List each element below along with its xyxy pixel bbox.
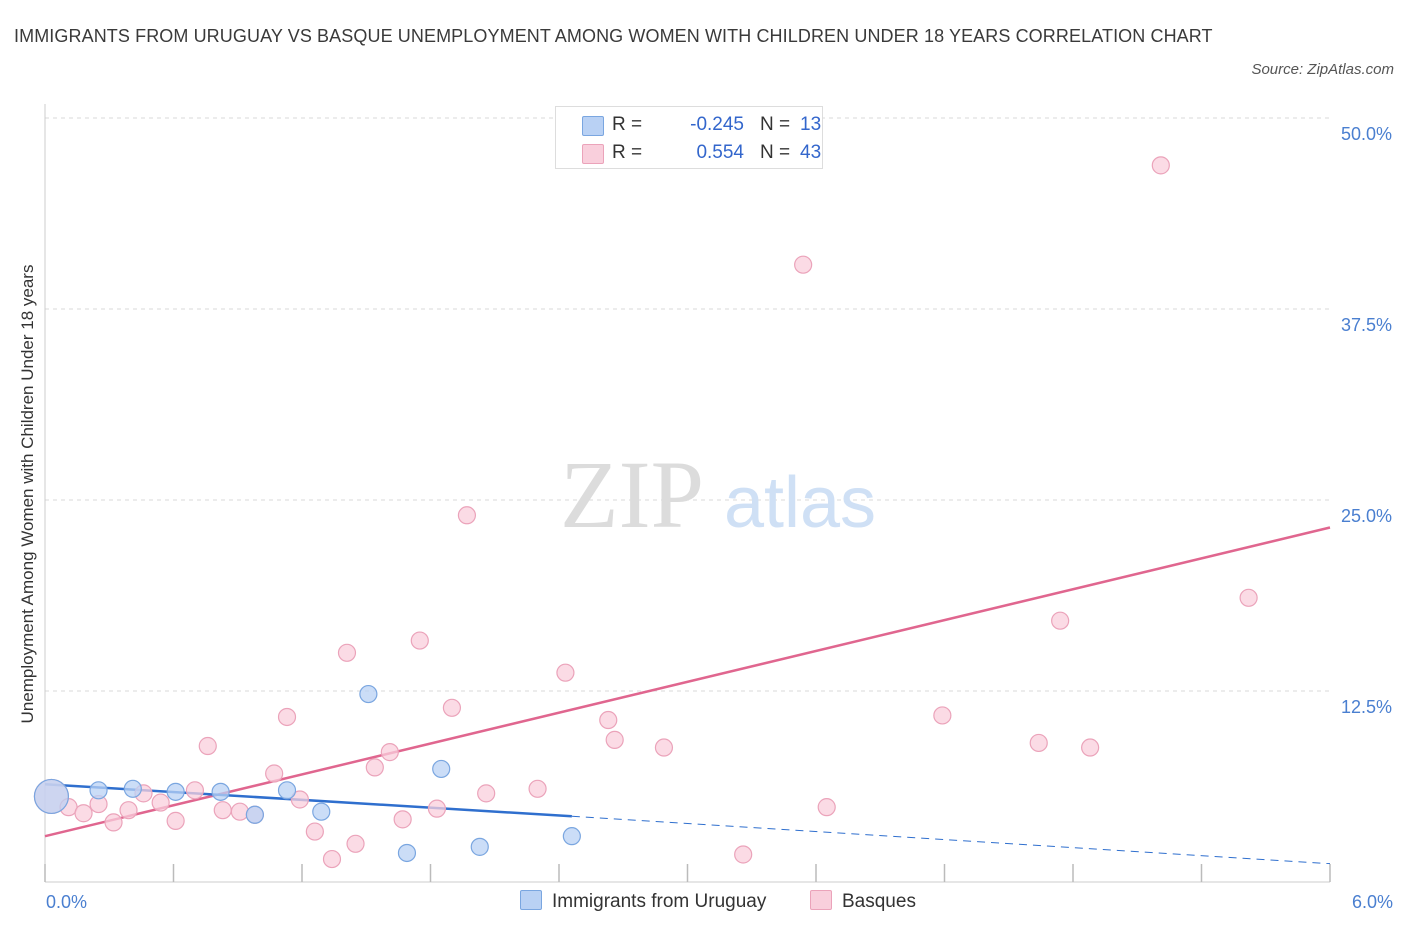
point-basques (380, 743, 399, 762)
point-basques (290, 790, 309, 809)
y-tick-label: 25.0% (1341, 506, 1392, 526)
point-basques (410, 631, 429, 650)
watermark-atlas: atlas (724, 463, 876, 543)
point-uruguay (397, 843, 417, 863)
point-uruguay (123, 779, 142, 798)
point-basques (1051, 611, 1070, 630)
point-uruguay (562, 827, 581, 846)
legend-n-value: 13 (800, 114, 822, 135)
data-points (33, 156, 1258, 869)
point-uruguay (470, 837, 489, 856)
bottom-legend-uruguay: Immigrants from Uruguay (520, 890, 766, 913)
point-uruguay (245, 805, 264, 824)
bottom-legend-label-uruguay: Immigrants from Uruguay (552, 891, 767, 912)
trend-line-basques (44, 526, 1331, 838)
point-basques (365, 758, 384, 777)
watermark: ZIP atlas (560, 441, 876, 548)
point-basques (166, 811, 185, 830)
point-basques (734, 845, 753, 864)
point-basques (556, 663, 575, 682)
point-basques (151, 793, 170, 812)
point-uruguay (432, 759, 451, 779)
point-basques (1151, 156, 1170, 175)
point-basques (794, 255, 813, 274)
point-basques (305, 822, 324, 841)
point-uruguay (33, 778, 70, 815)
bottom-legend-swatch-basques (810, 890, 832, 910)
point-basques (528, 779, 547, 798)
bottom-legend-swatch-uruguay (520, 890, 542, 910)
legend-r-label: R = (612, 142, 643, 163)
grid-lines (45, 117, 1330, 692)
point-basques (442, 698, 462, 717)
trend-line-uruguay-extension (571, 815, 1331, 865)
y-tick-label: 37.5% (1341, 315, 1392, 335)
point-uruguay (89, 781, 108, 800)
legend-r-value: 0.554 (696, 142, 744, 163)
point-basques (213, 801, 232, 820)
point-basques (322, 849, 342, 869)
watermark-zip: ZIP (560, 441, 704, 548)
x-tick-label: 6.0% (1352, 892, 1393, 912)
chart-title: IMMIGRANTS FROM URUGUAY VS BASQUE UNEMPL… (14, 26, 1213, 46)
point-basques (104, 813, 123, 832)
point-basques (198, 736, 217, 756)
point-basques (119, 801, 138, 820)
point-basques (654, 738, 674, 757)
legend-swatch-uruguay (582, 116, 604, 136)
correlation-legend: R = -0.245 N = 13 R = 0.554 N = 43 (555, 106, 823, 169)
point-basques (599, 710, 618, 730)
point-basques (265, 764, 284, 783)
point-basques (817, 798, 836, 817)
point-basques (1029, 733, 1048, 753)
point-uruguay (166, 782, 185, 801)
point-uruguay (277, 781, 297, 800)
bottom-legend-basques: Basques (810, 890, 916, 913)
point-basques (933, 706, 952, 725)
y-tick-label: 12.5% (1341, 697, 1392, 717)
legend-n-label: N = (760, 142, 791, 163)
bottom-legend-label-basques: Basques (842, 891, 916, 912)
point-uruguay (312, 802, 331, 821)
point-basques (185, 781, 205, 800)
legend-r-value: -0.245 (690, 114, 744, 135)
point-basques (277, 707, 297, 727)
axes (44, 104, 1331, 883)
point-basques (346, 834, 365, 853)
point-basques (393, 810, 412, 829)
point-basques (605, 730, 624, 749)
source-credit: Source: ZipAtlas.com (1251, 61, 1394, 78)
y-tick-label: 50.0% (1341, 124, 1392, 144)
point-uruguay (359, 684, 378, 704)
point-basques (427, 799, 447, 818)
legend-n-label: N = (760, 114, 791, 135)
legend-r-label: R = (612, 114, 643, 135)
point-basques (74, 804, 93, 823)
tick-labels: 12.5% 25.0% 37.5% 50.0% 0.0% 6.0% (46, 124, 1393, 912)
point-basques (1239, 588, 1258, 607)
point-basques (457, 506, 477, 525)
point-basques (1081, 738, 1100, 757)
point-basques (230, 802, 249, 821)
x-tick-label: 0.0% (46, 892, 87, 912)
point-basques (477, 784, 496, 803)
point-basques (337, 643, 357, 662)
legend-n-value: 43 (800, 142, 822, 163)
point-uruguay (211, 782, 230, 801)
legend-swatch-basques (582, 144, 604, 164)
